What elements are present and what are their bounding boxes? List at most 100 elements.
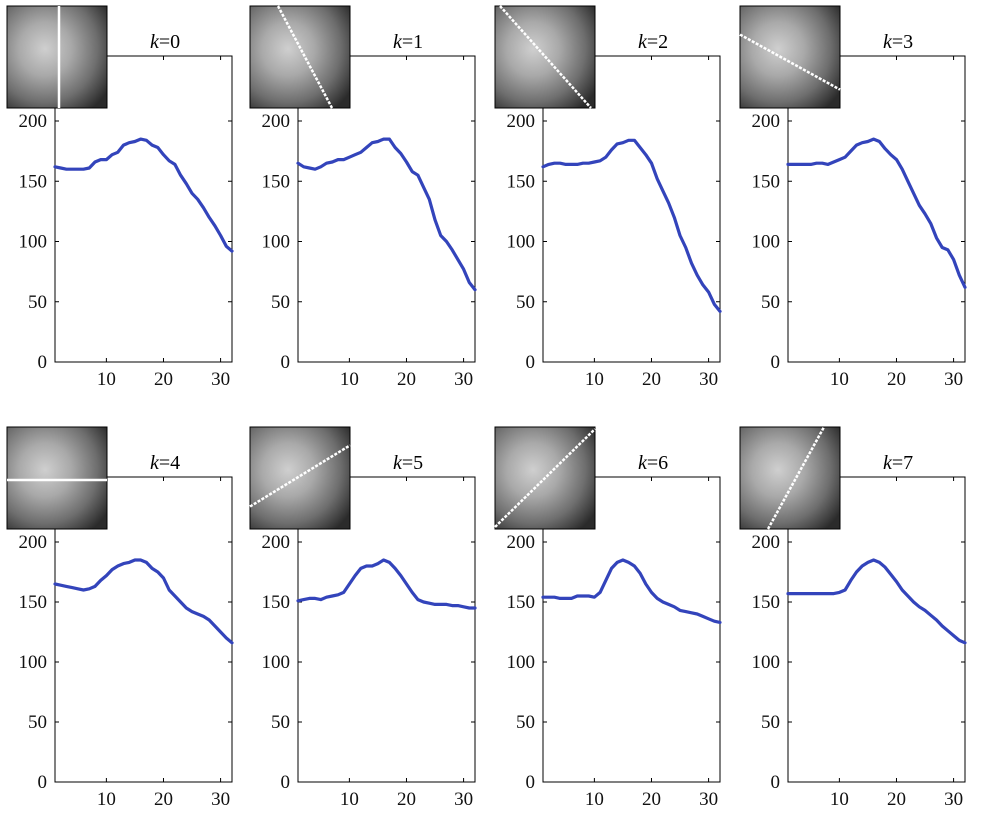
scan-line [766, 426, 826, 530]
scan-line [276, 5, 334, 109]
y-tick-label: 150 [752, 592, 781, 613]
y-tick-label: 50 [761, 292, 780, 313]
panel-title: k=0 [150, 31, 180, 53]
panel-title: k=5 [393, 452, 423, 474]
profile-line [786, 137, 967, 289]
x-tick-label: 20 [154, 789, 173, 810]
x-tick-label: 10 [830, 369, 849, 390]
scan-line [739, 33, 841, 91]
y-tick-label: 150 [19, 592, 48, 613]
x-tick-label: 10 [830, 789, 849, 810]
scan-line [494, 428, 596, 528]
patch-thumbnail-icon [6, 5, 108, 109]
panel-k0: 0 50 100 150 200 10 20 30 k=0 [6, 5, 234, 390]
panel-k2: 0 50 100 150 200 10 20 30 k=2 [494, 5, 722, 390]
x-tick-label: 10 [585, 789, 604, 810]
y-tick-label: 100 [19, 232, 48, 253]
x-tick-label: 30 [211, 369, 230, 390]
panel-title: k=2 [638, 31, 668, 53]
y-tick-label: 150 [507, 171, 536, 192]
y-tick-label: 50 [271, 292, 290, 313]
x-tick-label: 30 [944, 789, 963, 810]
profile-line [296, 137, 477, 292]
panel-title: k=7 [883, 452, 913, 474]
y-tick-label: 200 [262, 111, 291, 132]
x-tick-label: 20 [887, 369, 906, 390]
x-tick-label: 30 [454, 369, 473, 390]
panel-k6: 0 50 100 150 200 10 20 30 k=6 [494, 426, 722, 810]
y-tick-label: 150 [262, 171, 291, 192]
profile-line [296, 558, 477, 610]
patch-thumbnail-icon [6, 426, 108, 530]
plot-frame [787, 476, 966, 783]
plot-frame [297, 55, 476, 363]
y-tick-label: 100 [507, 232, 536, 253]
plot-frame [542, 55, 721, 363]
y-tick-label: 150 [19, 171, 48, 192]
x-tick-label: 20 [887, 789, 906, 810]
profile-line [53, 137, 234, 253]
plot-frame [787, 55, 966, 363]
profile-line [541, 138, 722, 313]
y-tick-label: 200 [507, 111, 536, 132]
profile-line [53, 558, 234, 645]
x-tick-label: 10 [97, 369, 116, 390]
panel-k7: 0 50 100 150 200 10 20 30 k=7 [739, 426, 967, 810]
x-tick-label: 10 [340, 789, 359, 810]
y-tick-label: 200 [19, 111, 48, 132]
panel-title: k=4 [150, 452, 180, 474]
y-tick-label: 0 [38, 772, 48, 793]
y-tick-label: 100 [752, 652, 781, 673]
y-tick-label: 0 [771, 772, 781, 793]
scan-line [249, 444, 351, 508]
patch-thumbnail-icon [249, 426, 351, 530]
y-tick-label: 100 [507, 652, 536, 673]
patch-thumbnail-icon [249, 5, 351, 109]
y-tick-label: 100 [752, 232, 781, 253]
plot-frame [54, 476, 233, 783]
y-tick-label: 100 [262, 232, 291, 253]
panel-title: k=1 [393, 31, 423, 53]
profile-line [541, 558, 722, 625]
panel-title: k=3 [883, 31, 913, 53]
profile-line [786, 558, 967, 645]
y-tick-label: 50 [271, 712, 290, 733]
y-tick-label: 200 [507, 532, 536, 553]
plot-frame [54, 55, 233, 363]
y-tick-label: 0 [281, 352, 291, 373]
y-tick-label: 50 [761, 712, 780, 733]
y-tick-label: 0 [38, 352, 48, 373]
y-tick-label: 100 [19, 652, 48, 673]
y-tick-label: 0 [771, 352, 781, 373]
y-tick-label: 150 [752, 171, 781, 192]
panel-k1: 0 50 100 150 200 10 20 30 k=1 [249, 5, 477, 390]
x-tick-label: 10 [340, 369, 359, 390]
x-tick-label: 30 [211, 789, 230, 810]
y-tick-label: 50 [516, 712, 535, 733]
panel-k5: 0 50 100 150 200 10 20 30 k=5 [249, 426, 477, 810]
y-tick-label: 50 [28, 712, 47, 733]
x-tick-label: 20 [642, 369, 661, 390]
scan-line [499, 5, 592, 109]
plot-frame [297, 476, 476, 783]
y-tick-label: 50 [516, 292, 535, 313]
plot-frame [542, 476, 721, 783]
x-tick-label: 10 [585, 369, 604, 390]
y-tick-label: 150 [507, 592, 536, 613]
y-tick-label: 200 [752, 111, 781, 132]
y-tick-label: 200 [19, 532, 48, 553]
x-tick-label: 30 [454, 789, 473, 810]
panel-title: k=6 [638, 452, 668, 474]
x-tick-label: 20 [397, 789, 416, 810]
x-tick-label: 10 [97, 789, 116, 810]
patch-thumbnail-icon [739, 426, 841, 530]
x-tick-label: 20 [397, 369, 416, 390]
x-tick-label: 30 [944, 369, 963, 390]
x-tick-label: 30 [699, 789, 718, 810]
y-tick-label: 150 [262, 592, 291, 613]
y-tick-label: 0 [526, 772, 536, 793]
y-tick-label: 200 [752, 532, 781, 553]
patch-thumbnail-icon [494, 426, 596, 530]
panel-k4: 0 50 100 150 200 10 20 30 k=4 [6, 426, 234, 810]
